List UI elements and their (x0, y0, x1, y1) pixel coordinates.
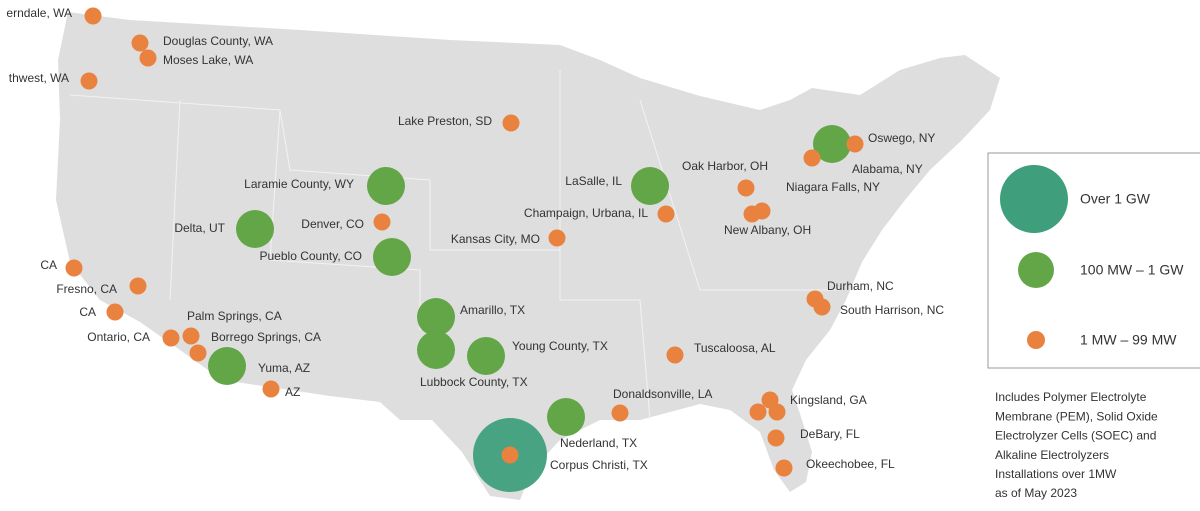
legend-label: 1 MW – 99 MW (1080, 332, 1177, 348)
note-line: Installations over 1MW (995, 467, 1117, 481)
site-marker (813, 125, 851, 163)
note-line: Membrane (PEM), Solid Oxide (995, 409, 1158, 423)
site-marker (106, 303, 124, 321)
site-marker (80, 72, 98, 90)
site-marker (417, 298, 455, 336)
legend-label: Over 1 GW (1080, 191, 1151, 207)
legend-swatch (1027, 331, 1045, 349)
site-label: Corpus Christi, TX (550, 458, 648, 472)
site-label: DeBary, FL (800, 427, 860, 441)
us-outline (56, 12, 1000, 500)
site-label: Oak Harbor, OH (682, 159, 768, 173)
note-line: Alkaline Electrolyzers (995, 448, 1109, 462)
note-line: Electrolyzer Cells (SOEC) and (995, 429, 1156, 443)
site-label: erndale, WA (6, 6, 72, 20)
legend-label: 100 MW – 1 GW (1080, 262, 1184, 278)
site-label: AZ (285, 385, 300, 399)
markers (65, 7, 864, 492)
site-label: Yuma, AZ (258, 361, 310, 375)
site-label: Okeechobee, FL (806, 457, 895, 471)
site-marker (467, 337, 505, 375)
site-marker (753, 202, 771, 220)
site-label: Durham, NC (827, 279, 894, 293)
site-label: Lubbock County, TX (420, 375, 528, 389)
site-label: LaSalle, IL (565, 174, 622, 188)
site-marker (846, 135, 864, 153)
site-label: Laramie County, WY (244, 177, 354, 191)
site-marker (502, 114, 520, 132)
site-marker (189, 344, 207, 362)
site-marker (767, 429, 785, 447)
site-label: Fresno, CA (56, 282, 117, 296)
site-marker (803, 149, 821, 167)
site-label: Nederland, TX (560, 436, 637, 450)
site-marker (139, 49, 157, 67)
site-marker (666, 346, 684, 364)
site-label: Moses Lake, WA (163, 53, 253, 67)
site-marker (208, 347, 246, 385)
state-lines (69, 70, 840, 421)
labels: Corpus Christi, TX Laramie County, WY Delt… (6, 6, 944, 472)
site-marker (768, 403, 786, 421)
site-label: thwest, WA (9, 71, 69, 85)
site-marker (129, 277, 147, 295)
site-marker (501, 446, 519, 464)
site-label: Donaldsonville, LA (613, 387, 712, 401)
site-marker (749, 403, 767, 421)
site-label: Kansas City, MO (451, 232, 540, 246)
site-label: Oswego, NY (868, 131, 935, 145)
site-label: Champaign, Urbana, IL (524, 206, 648, 220)
site-marker (367, 167, 405, 205)
site-marker (65, 259, 83, 277)
site-marker (373, 238, 411, 276)
site-marker (547, 398, 585, 436)
site-label: Denver, CO (301, 217, 364, 231)
site-label: Palm Springs, CA (187, 309, 282, 323)
site-marker (162, 329, 180, 347)
legend-swatch (1018, 252, 1054, 288)
site-label: CA (79, 305, 96, 319)
site-marker (417, 331, 455, 369)
legend: Over 1 GW 100 MW – 1 GW 1 MW – 99 MW (987, 152, 1200, 369)
site-label: Borrego Springs, CA (211, 330, 321, 344)
site-marker (813, 298, 831, 316)
site-label: Young County, TX (512, 339, 608, 353)
legend-swatch (1000, 165, 1068, 233)
site-marker (775, 459, 793, 477)
note-line: as of May 2023 (995, 486, 1077, 500)
note-line: Includes Polymer Electrolyte (995, 390, 1147, 404)
site-label: Amarillo, TX (460, 303, 525, 317)
site-marker (548, 229, 566, 247)
site-label: Douglas County, WA (163, 34, 273, 48)
site-marker (182, 327, 200, 345)
site-marker (373, 213, 391, 231)
site-marker (84, 7, 102, 25)
site-marker (611, 404, 629, 422)
site-marker (131, 34, 149, 52)
site-marker (737, 179, 755, 197)
site-marker (631, 167, 669, 205)
site-label: Kingsland, GA (790, 393, 867, 407)
site-label: Lake Preston, SD (398, 114, 492, 128)
site-label: Delta, UT (174, 221, 225, 235)
site-marker (236, 210, 274, 248)
site-label: Alabama, NY (852, 162, 923, 176)
site-label: South Harrison, NC (840, 303, 944, 317)
site-label: Tuscaloosa, AL (694, 341, 776, 355)
site-label: Ontario, CA (87, 330, 150, 344)
site-label: Niagara Falls, NY (786, 180, 880, 194)
site-marker (262, 380, 280, 398)
site-label: Pueblo County, CO (260, 249, 363, 263)
site-marker (657, 205, 675, 223)
site-label: CA (40, 258, 57, 272)
site-label: New Albany, OH (724, 223, 811, 237)
